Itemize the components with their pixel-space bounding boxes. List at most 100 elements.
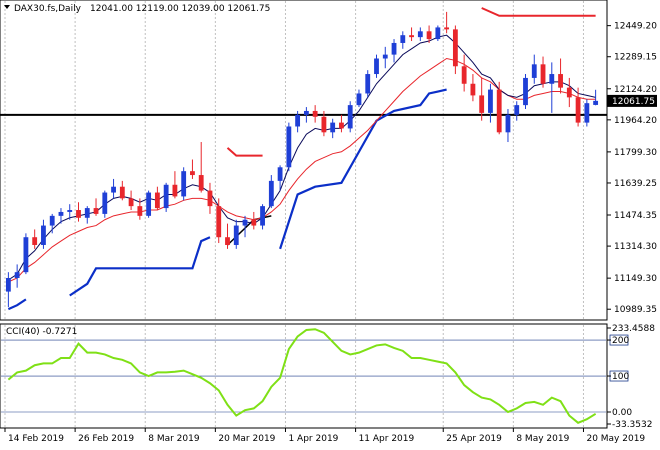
candle-body bbox=[268, 180, 274, 207]
candle-body bbox=[452, 29, 458, 67]
candle-body bbox=[566, 87, 572, 98]
trailing-stop-down-line bbox=[226, 147, 263, 157]
y-tick-label: 12124.20 bbox=[614, 85, 657, 95]
candle-body bbox=[111, 186, 116, 193]
candle-body bbox=[207, 190, 213, 207]
candle-body bbox=[128, 198, 134, 207]
candle-body bbox=[172, 184, 178, 197]
candle-body bbox=[505, 114, 511, 133]
candle-body bbox=[374, 58, 379, 75]
y-tick-label: 11639.25 bbox=[614, 179, 657, 189]
y-tick-label: 11964.20 bbox=[614, 116, 657, 126]
candle-body bbox=[312, 110, 318, 117]
candle-body bbox=[461, 66, 467, 84]
cci-y-tick-label: 233.4588 bbox=[612, 324, 655, 334]
candle-body bbox=[277, 167, 283, 181]
main-pane-frame bbox=[0, 0, 608, 321]
cci-y-tick-label: 0.00 bbox=[612, 408, 632, 418]
candle-body bbox=[409, 35, 414, 38]
x-tick-label: 8 Mar 2019 bbox=[148, 434, 200, 444]
candle-body bbox=[584, 103, 590, 123]
candle-body bbox=[23, 237, 29, 273]
candle-body bbox=[330, 122, 336, 133]
candle-body bbox=[242, 219, 248, 226]
candle-body bbox=[146, 192, 152, 216]
candle-body bbox=[198, 175, 204, 191]
candle-body bbox=[356, 93, 362, 106]
candle-body bbox=[41, 225, 46, 245]
y-tick-label: 11149.30 bbox=[614, 274, 657, 284]
candle-body bbox=[593, 100, 599, 105]
x-tick-label: 26 Feb 2019 bbox=[78, 434, 134, 444]
candle-body bbox=[435, 27, 441, 40]
candle-body bbox=[479, 95, 485, 113]
candle-body bbox=[540, 64, 546, 84]
candle-body bbox=[14, 272, 20, 279]
y-tick-label: 11474.35 bbox=[614, 211, 657, 221]
candle-body bbox=[154, 192, 160, 209]
x-tick-label: 20 May 2019 bbox=[586, 434, 645, 444]
candle-body bbox=[400, 35, 406, 43]
candle-body bbox=[49, 215, 55, 226]
collapse-triangle-icon[interactable] bbox=[4, 5, 10, 9]
x-tick-label: 25 Apr 2019 bbox=[446, 434, 502, 444]
candle-body bbox=[339, 122, 344, 129]
candle-body bbox=[391, 42, 397, 55]
candle-body bbox=[531, 64, 537, 78]
candle-body bbox=[251, 219, 257, 226]
y-tick-label: 11314.30 bbox=[614, 242, 657, 252]
candle-body bbox=[514, 105, 520, 115]
candle-body bbox=[365, 74, 371, 94]
y-tick-label: 10989.35 bbox=[614, 305, 657, 315]
current-price-label: 12061.75 bbox=[612, 97, 655, 107]
candle-body bbox=[58, 211, 64, 216]
y-tick-label: 12289.15 bbox=[614, 53, 657, 63]
x-tick-label: 20 Mar 2019 bbox=[218, 434, 275, 444]
candle-body bbox=[102, 192, 108, 214]
candle-body bbox=[93, 208, 99, 214]
axes: 14 Feb 2019 26 Feb 2019 8 Mar 2019 20 Mar 2… bbox=[4, 22, 657, 444]
candle-body bbox=[558, 74, 563, 88]
candle-body bbox=[67, 210, 73, 212]
candle-body bbox=[286, 126, 292, 168]
candle-body bbox=[488, 89, 493, 113]
candle-body bbox=[233, 225, 239, 245]
cci-line bbox=[7, 328, 597, 424]
cci-y-tick-label: 200 bbox=[612, 336, 629, 346]
cci-y-tick-label: 100 bbox=[612, 372, 629, 382]
y-tick-label: 11799.30 bbox=[614, 148, 657, 158]
symbol-caption: DAX30.fs,Daily bbox=[14, 4, 82, 14]
candle-body bbox=[5, 278, 11, 292]
candle-body bbox=[549, 74, 555, 84]
candle-body bbox=[216, 206, 222, 238]
candle-body bbox=[417, 31, 423, 38]
candle-body bbox=[470, 83, 476, 96]
candle-body bbox=[382, 54, 388, 59]
x-tick-label: 11 Apr 2019 bbox=[359, 434, 415, 444]
candle-body bbox=[119, 186, 125, 199]
candle-body bbox=[295, 114, 301, 127]
candle-body bbox=[496, 89, 502, 133]
candle-body bbox=[444, 27, 450, 30]
candle-body bbox=[523, 77, 528, 106]
candle-body bbox=[181, 171, 187, 197]
cci-caption: CCI(40) -0.7271 bbox=[6, 327, 77, 337]
candle-body bbox=[225, 237, 230, 245]
x-tick-label: 14 Feb 2019 bbox=[8, 434, 64, 444]
candle-body bbox=[76, 210, 81, 218]
candle-body bbox=[32, 237, 38, 245]
candle-body bbox=[190, 171, 195, 176]
candle-body bbox=[260, 206, 265, 226]
candle-body bbox=[137, 206, 143, 216]
price-pane bbox=[0, 7, 607, 311]
trailing-stop-up-line bbox=[69, 236, 211, 297]
y-tick-label: 12449.20 bbox=[614, 22, 657, 32]
x-tick-label: 8 May 2019 bbox=[516, 434, 569, 444]
cci-y-tick-label: -33.3532 bbox=[612, 420, 652, 430]
candle-body bbox=[163, 184, 169, 209]
trailing-stop-down-line bbox=[481, 7, 596, 17]
current-price-box bbox=[607, 94, 657, 107]
candle-body bbox=[426, 31, 432, 40]
grid-layer bbox=[4, 1, 584, 427]
